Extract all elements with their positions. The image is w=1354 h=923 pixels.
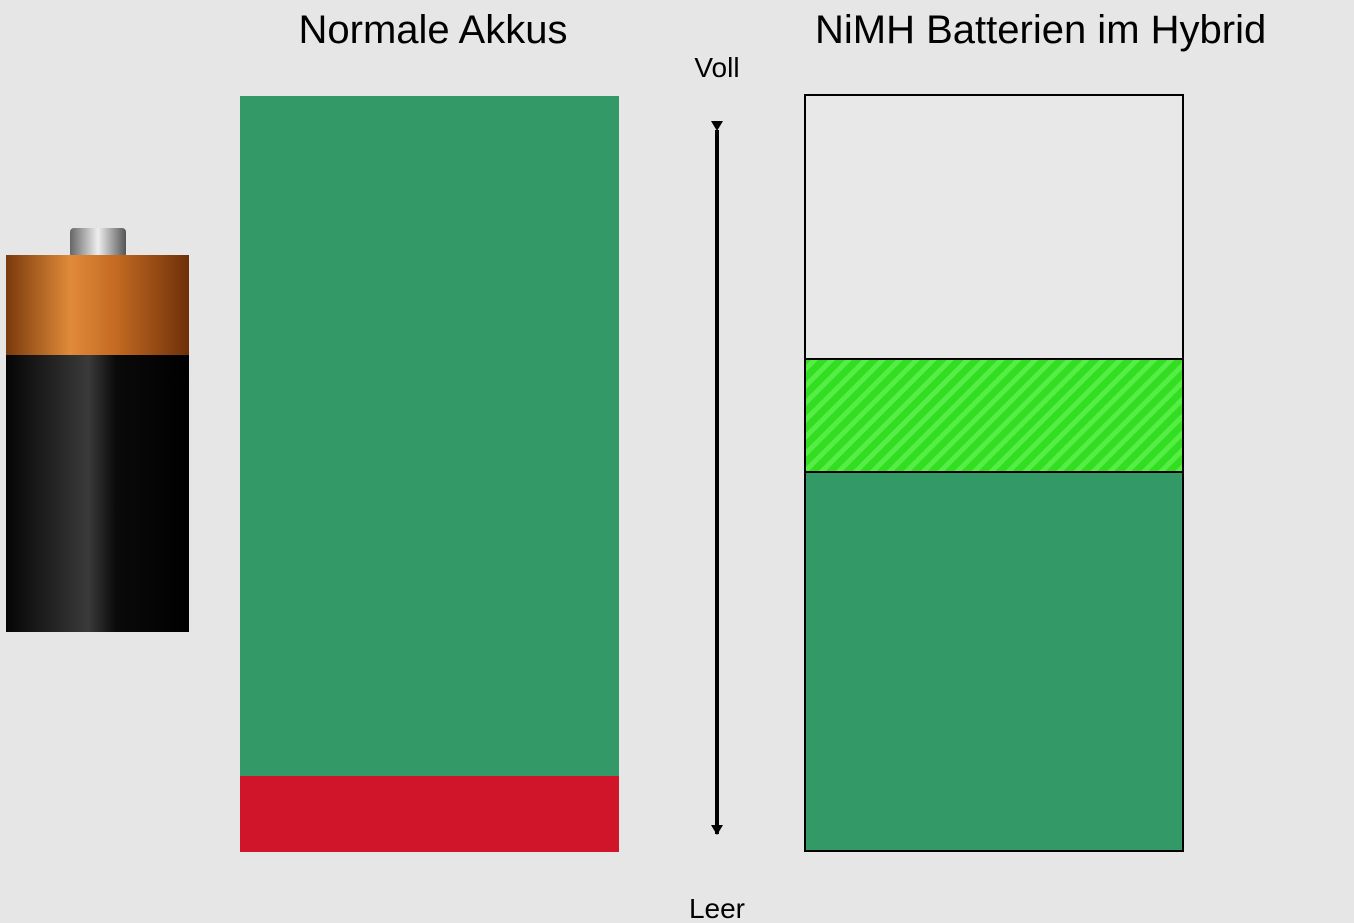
right-title: NiMH Batterien im Hybrid xyxy=(815,8,1266,52)
battery-icon xyxy=(6,228,189,632)
left-title: Normale Akkus xyxy=(299,8,568,52)
right-battery-bar xyxy=(804,94,1184,852)
left-battery-bar xyxy=(240,96,619,852)
scale-bottom-label: Leer xyxy=(689,893,745,923)
scale-top-label: Voll xyxy=(694,52,739,83)
